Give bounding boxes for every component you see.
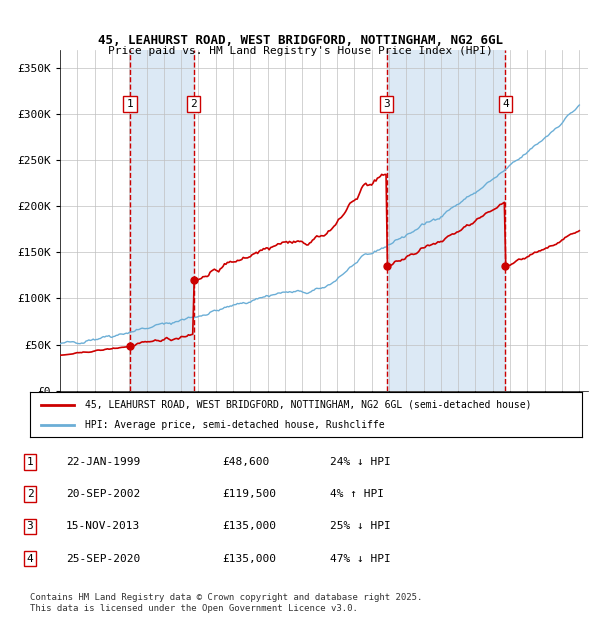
Text: 20-SEP-2002: 20-SEP-2002 xyxy=(66,489,140,499)
Text: 1: 1 xyxy=(127,99,134,109)
Text: £119,500: £119,500 xyxy=(222,489,276,499)
Text: 3: 3 xyxy=(26,521,34,531)
Text: 45, LEAHURST ROAD, WEST BRIDGFORD, NOTTINGHAM, NG2 6GL (semi-detached house): 45, LEAHURST ROAD, WEST BRIDGFORD, NOTTI… xyxy=(85,400,532,410)
Text: £135,000: £135,000 xyxy=(222,554,276,564)
Text: 15-NOV-2013: 15-NOV-2013 xyxy=(66,521,140,531)
Text: £48,600: £48,600 xyxy=(222,457,269,467)
Text: 25-SEP-2020: 25-SEP-2020 xyxy=(66,554,140,564)
Text: 24% ↓ HPI: 24% ↓ HPI xyxy=(330,457,391,467)
Text: Contains HM Land Registry data © Crown copyright and database right 2025.
This d: Contains HM Land Registry data © Crown c… xyxy=(30,593,422,613)
Text: 47% ↓ HPI: 47% ↓ HPI xyxy=(330,554,391,564)
Bar xyxy=(130,50,194,391)
Text: 4% ↑ HPI: 4% ↑ HPI xyxy=(330,489,384,499)
Text: 45, LEAHURST ROAD, WEST BRIDGFORD, NOTTINGHAM, NG2 6GL: 45, LEAHURST ROAD, WEST BRIDGFORD, NOTTI… xyxy=(97,34,503,47)
Text: 3: 3 xyxy=(383,99,390,109)
Text: £135,000: £135,000 xyxy=(222,521,276,531)
Text: Price paid vs. HM Land Registry's House Price Index (HPI): Price paid vs. HM Land Registry's House … xyxy=(107,46,493,56)
Text: 22-JAN-1999: 22-JAN-1999 xyxy=(66,457,140,467)
Bar xyxy=(387,50,505,391)
Text: 2: 2 xyxy=(26,489,34,499)
Text: 4: 4 xyxy=(26,554,34,564)
Text: 25% ↓ HPI: 25% ↓ HPI xyxy=(330,521,391,531)
Text: 4: 4 xyxy=(502,99,509,109)
Text: HPI: Average price, semi-detached house, Rushcliffe: HPI: Average price, semi-detached house,… xyxy=(85,420,385,430)
Text: 1: 1 xyxy=(26,457,34,467)
Text: 2: 2 xyxy=(190,99,197,109)
